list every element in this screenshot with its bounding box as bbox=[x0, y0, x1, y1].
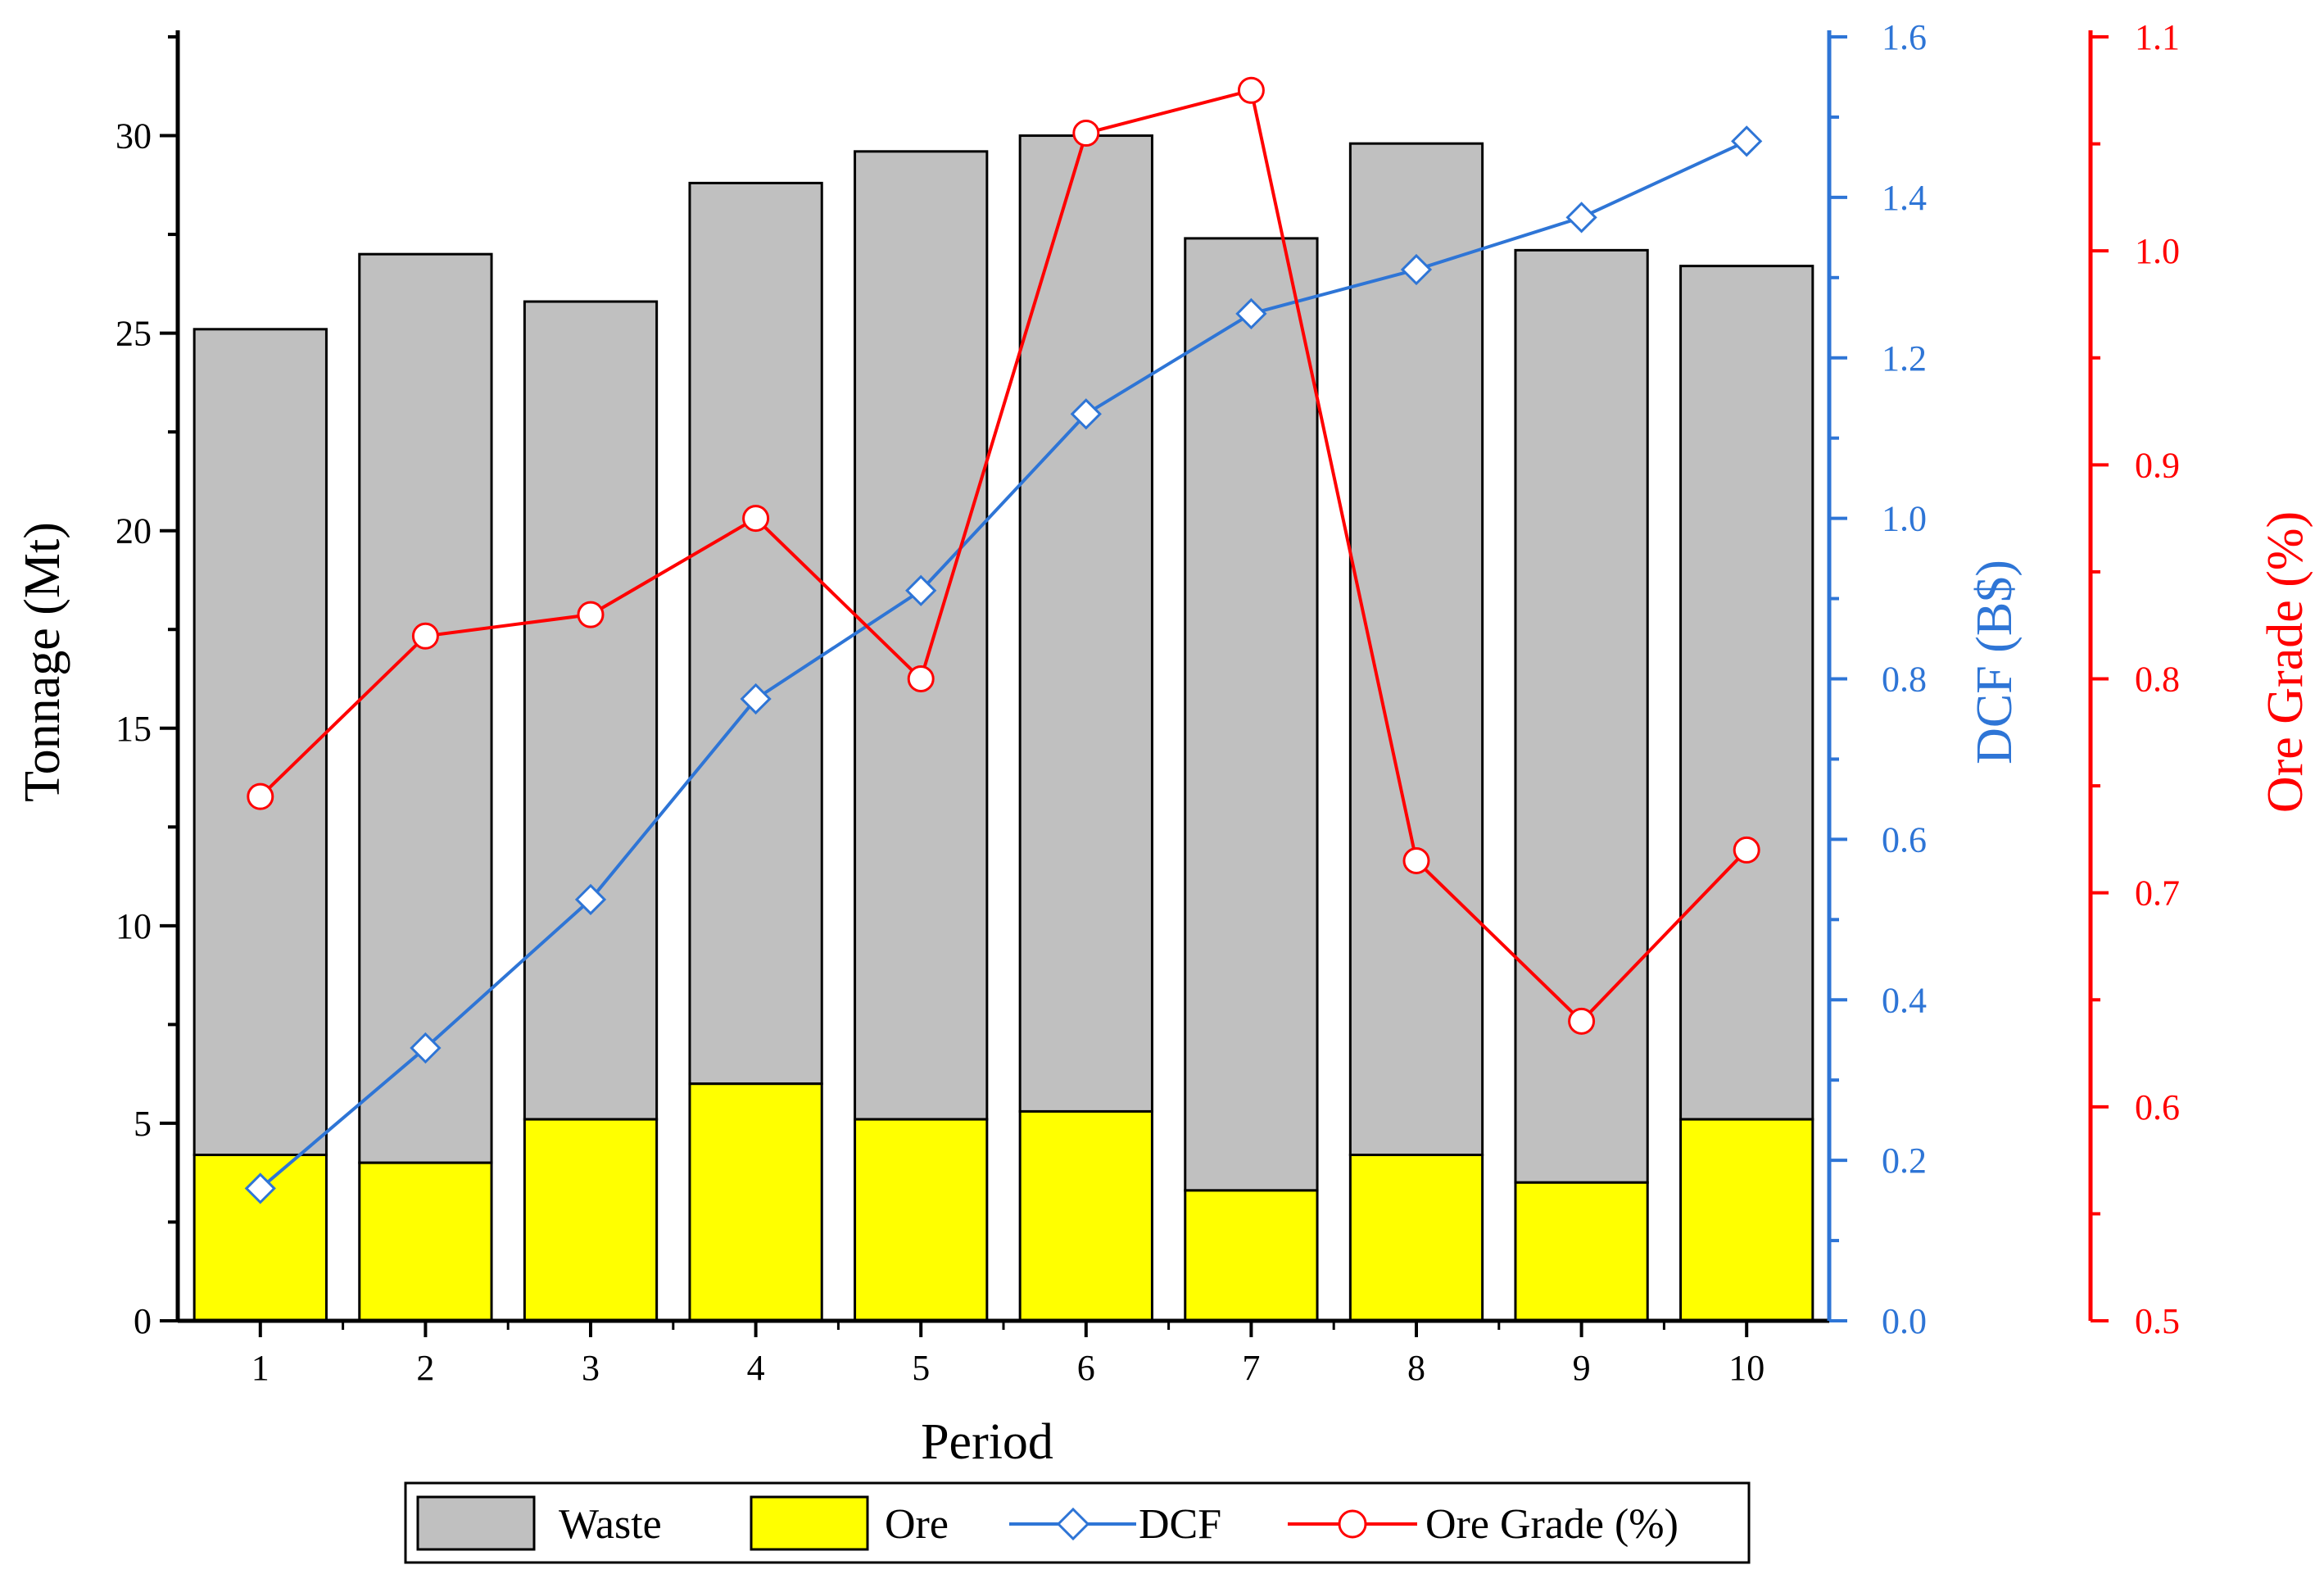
ore-bar-4 bbox=[688, 1082, 823, 1322]
grade-point-9 bbox=[1568, 1007, 1596, 1035]
bars-layer bbox=[193, 134, 1814, 1322]
ore-bar-6 bbox=[1018, 1109, 1153, 1322]
legend-grade-label: Ore Grade (%) bbox=[1425, 1501, 1678, 1548]
grade-point-10 bbox=[1733, 836, 1760, 864]
left-tick-label: 10 bbox=[116, 906, 152, 946]
dcf-tick-label: 0.8 bbox=[1882, 660, 1927, 700]
dcf-point-10 bbox=[1731, 125, 1763, 157]
dcf-tick-label: 0.2 bbox=[1882, 1141, 1927, 1181]
left-tick-label: 30 bbox=[116, 116, 152, 156]
legend-waste-swatch bbox=[416, 1495, 536, 1551]
grade-point-2 bbox=[411, 622, 439, 650]
legend-grade-marker bbox=[1338, 1509, 1367, 1539]
dcf-tick-label: 1.4 bbox=[1882, 178, 1927, 218]
dcf-point-7 bbox=[1235, 297, 1267, 330]
left-tick-label: 15 bbox=[116, 709, 152, 749]
x-tick-label: 5 bbox=[912, 1348, 930, 1388]
x-tick-label: 4 bbox=[747, 1348, 765, 1388]
dcf-tick-label: 1.2 bbox=[1882, 338, 1927, 379]
left-tick-label: 0 bbox=[134, 1301, 152, 1341]
ore-bar-10 bbox=[1679, 1118, 1814, 1322]
legend: Waste Ore DCF Ore Grade (%) bbox=[404, 1481, 1751, 1564]
dcf-tick-label: 0.4 bbox=[1882, 980, 1927, 1020]
grade-point-3 bbox=[577, 601, 605, 628]
dcf-tick-label: 1.6 bbox=[1882, 17, 1927, 57]
x-tick-label: 3 bbox=[582, 1348, 600, 1388]
grade-tick-label: 1.0 bbox=[2135, 231, 2180, 271]
legend-ore-label: Ore bbox=[885, 1501, 949, 1548]
grade-point-5 bbox=[907, 665, 935, 692]
grade-axis-title: Ore Grade (%) bbox=[2258, 511, 2313, 813]
legend-ore-swatch bbox=[750, 1495, 869, 1551]
dcf-tick-label: 1.0 bbox=[1882, 499, 1927, 539]
dcf-point-4 bbox=[740, 683, 772, 715]
waste-bar-9 bbox=[1514, 248, 1649, 1184]
x-tick-label: 1 bbox=[251, 1348, 270, 1388]
left-tick-label: 25 bbox=[116, 314, 152, 354]
left-tick-label: 5 bbox=[134, 1104, 152, 1144]
waste-bar-10 bbox=[1679, 265, 1814, 1121]
grade-point-6 bbox=[1072, 120, 1100, 147]
x-tick-label: 10 bbox=[1728, 1348, 1765, 1388]
waste-bar-2 bbox=[358, 252, 493, 1164]
grade-line bbox=[259, 88, 1748, 1024]
waste-bar-4 bbox=[688, 181, 823, 1086]
ore-bar-5 bbox=[854, 1118, 989, 1322]
grade-tick-label: 1.1 bbox=[2135, 17, 2180, 57]
x-tick-label: 6 bbox=[1077, 1348, 1095, 1388]
waste-bar-7 bbox=[1184, 237, 1319, 1192]
ore-bar-2 bbox=[358, 1161, 493, 1322]
legend-dcf-label: DCF bbox=[1139, 1501, 1221, 1548]
lines-layer bbox=[244, 76, 1763, 1204]
grade-tick-label: 0.8 bbox=[2135, 660, 2180, 700]
dcf-point-1 bbox=[244, 1173, 276, 1204]
dcf-point-9 bbox=[1565, 202, 1597, 234]
legend-waste-label: Waste bbox=[559, 1501, 662, 1548]
x-tick-label: 2 bbox=[416, 1348, 434, 1388]
dcf-line bbox=[259, 139, 1748, 1190]
grade-point-1 bbox=[247, 782, 274, 810]
x-tick-label: 8 bbox=[1407, 1348, 1425, 1388]
dcf-axis-title: DCF (B$) bbox=[1967, 560, 2023, 764]
dcf-tick-label: 0.0 bbox=[1882, 1301, 1927, 1341]
grade-tick-label: 0.6 bbox=[2135, 1087, 2180, 1127]
grade-tick-label: 0.7 bbox=[2135, 873, 2180, 914]
left-axis-title: Tonnage (Mt) bbox=[15, 522, 70, 802]
grade-point-4 bbox=[742, 505, 770, 533]
legend-dcf-marker bbox=[1056, 1507, 1090, 1541]
dcf-point-5 bbox=[905, 574, 937, 606]
grade-tick-label: 0.9 bbox=[2135, 445, 2180, 485]
x-tick-label: 7 bbox=[1242, 1348, 1260, 1388]
dcf-point-2 bbox=[410, 1032, 442, 1064]
dcf-point-3 bbox=[574, 883, 607, 915]
ore-bar-9 bbox=[1514, 1181, 1649, 1322]
ore-bar-7 bbox=[1184, 1189, 1319, 1322]
ore-bar-8 bbox=[1348, 1153, 1484, 1322]
grade-tick-label: 0.5 bbox=[2135, 1301, 2180, 1341]
dcf-tick-label: 0.6 bbox=[1882, 819, 1927, 860]
x-tick-label: 9 bbox=[1573, 1348, 1591, 1388]
waste-bar-3 bbox=[523, 300, 659, 1121]
dcf-point-8 bbox=[1400, 253, 1433, 286]
left-tick-label: 20 bbox=[116, 511, 152, 551]
grade-point-8 bbox=[1402, 846, 1430, 874]
dcf-point-6 bbox=[1070, 398, 1102, 430]
axes-layer: 0 5 10 15 20 25 30 1 2 3 4 5 6 7 8 9 10 0.0 0.2 0.4 0.6 0.8 1.… bbox=[116, 17, 2180, 1388]
x-axis-title: Period bbox=[921, 1414, 1053, 1470]
grade-point-7 bbox=[1237, 76, 1265, 104]
ore-bar-3 bbox=[523, 1118, 659, 1322]
waste-bar-1 bbox=[193, 328, 328, 1156]
